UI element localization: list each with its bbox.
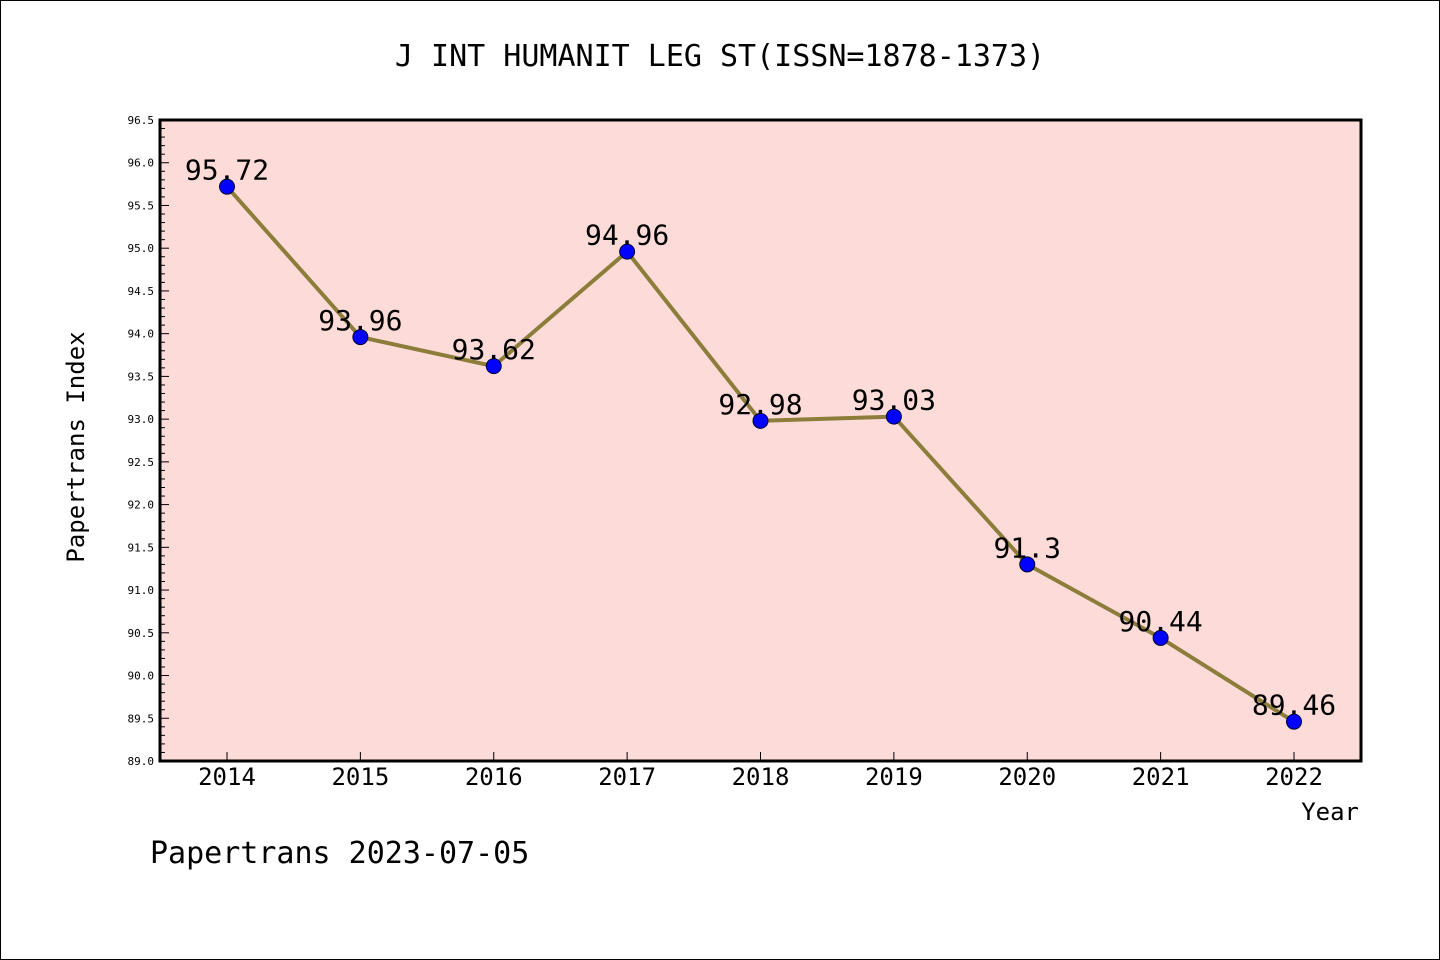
x-tick-label: 2019: [865, 763, 923, 791]
data-label: 95.72: [185, 154, 269, 187]
data-label: 94.96: [585, 219, 669, 252]
y-tick-label: 95.5: [128, 199, 155, 212]
y-tick-label: 93.0: [128, 413, 155, 426]
x-tick-label: 2018: [732, 763, 790, 791]
data-point: [219, 178, 235, 195]
data-label: 93.96: [318, 304, 402, 337]
x-axis-label: Year: [1301, 798, 1359, 826]
data-label: 92.98: [718, 388, 802, 421]
data-label: 89.46: [1252, 689, 1336, 722]
data-point: [485, 358, 502, 375]
x-tick-label: 2022: [1265, 763, 1323, 791]
data-markers: [219, 178, 1302, 730]
data-point: [885, 408, 902, 425]
y-tick-label: 91.5: [128, 541, 155, 554]
y-axis: 89.0 89.5 90.0 90.5 91.0 91.5 92.0 92.5 93.0 93.5…: [128, 114, 169, 768]
y-tick-label: 91.0: [128, 584, 155, 597]
watermark: Papertrans 2023-07-05: [150, 836, 529, 871]
data-point: [352, 329, 369, 346]
y-tick-label: 95.0: [128, 242, 155, 255]
x-tick-label: 2020: [998, 763, 1056, 791]
x-axis: 2014 2015 2016 2017 2018 2019 2020 2021 2022: [198, 752, 1323, 791]
x-tick-label: 2017: [598, 763, 656, 791]
y-tick-label: 92.0: [128, 499, 155, 512]
data-point: [1152, 629, 1169, 646]
x-tick-label: 2021: [1132, 763, 1190, 791]
x-tick-label: 2015: [331, 763, 389, 791]
y-tick-label: 89.5: [128, 712, 155, 725]
data-point: [619, 243, 636, 260]
data-point: [1286, 713, 1302, 730]
chart-title: J INT HUMANIT LEG ST(ISSN=1878-1373): [395, 39, 1045, 74]
data-point: [1019, 556, 1036, 573]
plot-area: [158, 118, 1363, 763]
x-tick-label: 2016: [465, 763, 523, 791]
y-axis-label: Papertrans Index: [62, 331, 90, 562]
data-label: 93.62: [452, 333, 536, 366]
y-tick-label: 89.0: [128, 755, 155, 768]
data-labels: 95.72 93.96 93.62 94.96 92.98 93.03 91.3 90.44 8…: [185, 154, 1336, 722]
y-tick-label: 96.0: [128, 157, 155, 170]
data-point: [752, 412, 769, 429]
y-tick-label: 90.5: [128, 627, 155, 640]
data-label: 91.3: [994, 531, 1061, 564]
x-tick-label: 2014: [198, 763, 256, 791]
y-tick-label: 96.5: [128, 114, 155, 127]
data-label: 93.03: [852, 384, 936, 417]
y-tick-label: 92.5: [128, 456, 155, 469]
y-tick-label: 90.0: [128, 670, 155, 683]
y-tick-label: 94.0: [128, 328, 155, 341]
data-label: 90.44: [1118, 605, 1202, 638]
y-tick-label: 94.5: [128, 285, 155, 298]
y-tick-label: 93.5: [128, 370, 155, 383]
